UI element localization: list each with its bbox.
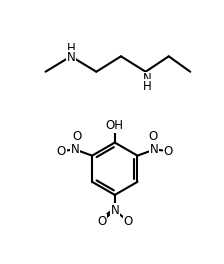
Text: O: O	[164, 144, 173, 158]
Text: O: O	[123, 215, 133, 228]
Text: N: N	[71, 143, 80, 156]
Text: O: O	[97, 215, 106, 228]
Text: O: O	[148, 130, 157, 143]
Text: O: O	[72, 130, 81, 143]
Text: OH: OH	[106, 119, 124, 132]
Text: H: H	[67, 42, 75, 55]
Text: N: N	[143, 72, 151, 85]
Text: H: H	[143, 80, 151, 93]
Text: N: N	[150, 143, 159, 156]
Text: N: N	[110, 204, 119, 217]
Text: O: O	[57, 144, 66, 158]
Text: N: N	[67, 51, 75, 64]
